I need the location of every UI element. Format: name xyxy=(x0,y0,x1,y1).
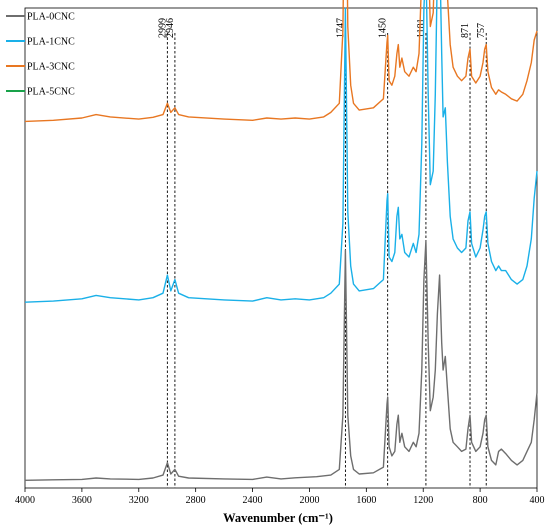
x-axis-title: Wavenumber (cm⁻¹) xyxy=(223,511,333,525)
legend-label: PLA-1CNC xyxy=(27,37,75,48)
legend-label: PLA-5CNC xyxy=(27,87,75,98)
spectra xyxy=(24,0,538,481)
peak-label: 2999 xyxy=(157,18,168,38)
x-tick-label: 3200 xyxy=(129,495,149,506)
x-tick-label: 400 xyxy=(530,495,545,506)
legend-label: PLA-0CNC xyxy=(27,12,75,23)
plot-frame xyxy=(24,7,538,489)
x-tick-label: 2000 xyxy=(299,495,319,506)
x-tick-label: 2800 xyxy=(186,495,206,506)
x-tick-label: 800 xyxy=(473,495,488,506)
peak-label: 1450 xyxy=(378,18,389,38)
x-tick-label: 1200 xyxy=(413,495,433,506)
legend: PLA-0CNC PLA-1CNC PLA-3CNC PLA-5CNC xyxy=(6,12,75,98)
peak-label: 1747 xyxy=(335,18,346,38)
series-line xyxy=(24,0,538,303)
peak-label: 2946 xyxy=(165,18,176,38)
peak-label: 757 xyxy=(476,23,487,38)
plot-area xyxy=(24,7,538,489)
legend-label: PLA-3CNC xyxy=(27,62,75,73)
series-line xyxy=(24,0,538,123)
x-tick-label: 1600 xyxy=(356,495,376,506)
peak-label: 1181 xyxy=(416,18,427,38)
x-tick-label: 2400 xyxy=(243,495,263,506)
x-tick-label: 3600 xyxy=(72,495,92,506)
x-axis: 4000 3600 3200 2800 2400 2000 1600 1200 800 400 xyxy=(15,488,545,506)
peak-label: 871 xyxy=(460,23,471,38)
series-line xyxy=(24,240,538,481)
x-tick-label: 4000 xyxy=(15,495,35,506)
